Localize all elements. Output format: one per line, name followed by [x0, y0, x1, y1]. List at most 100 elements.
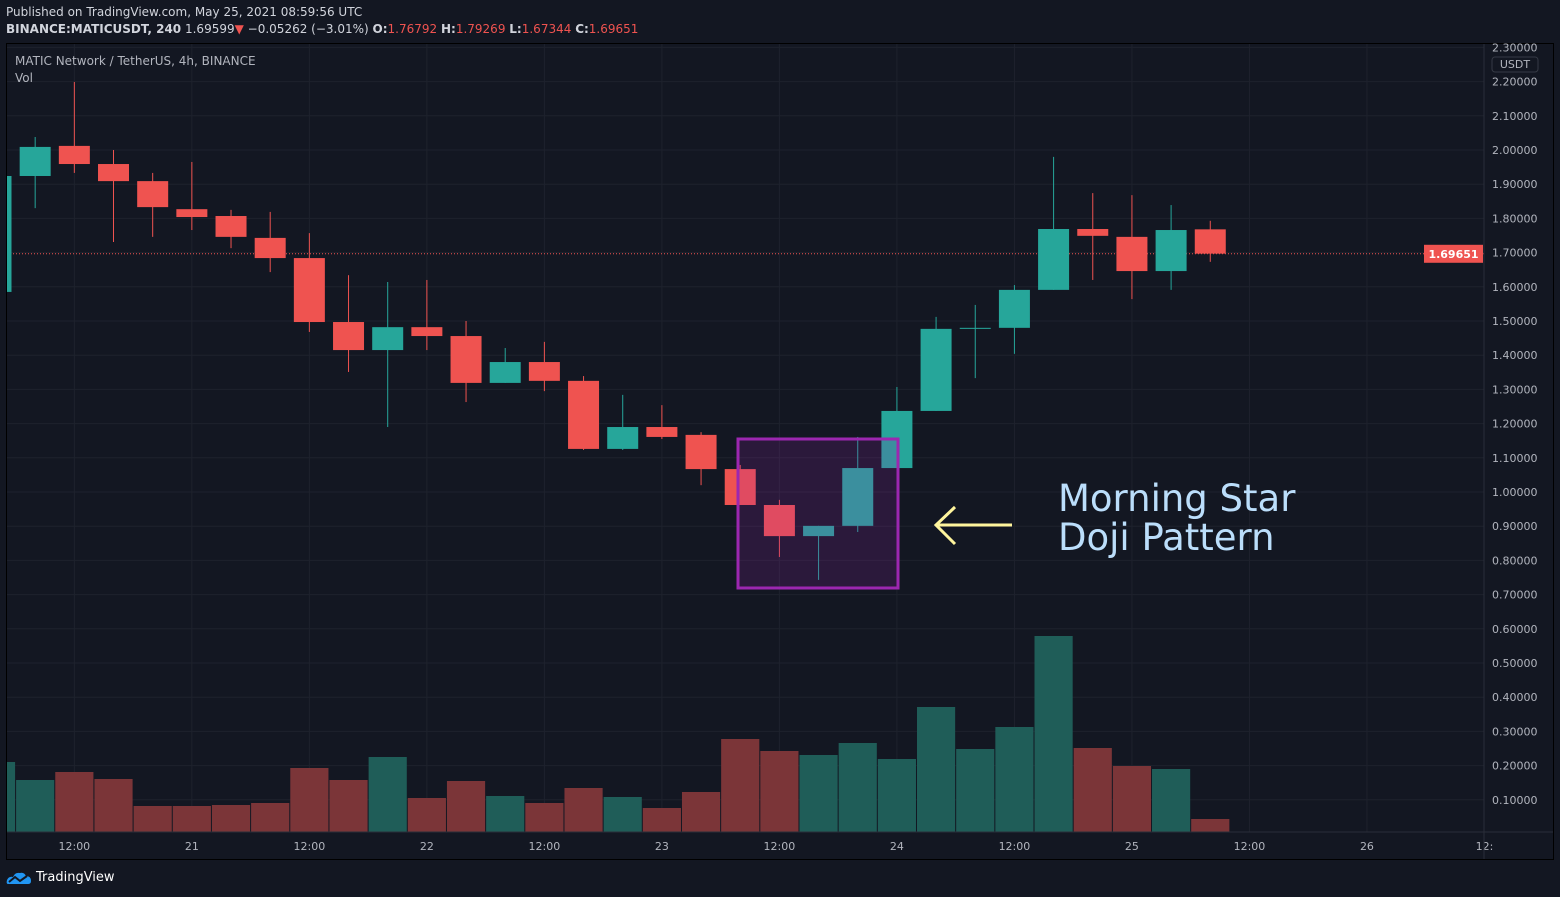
- volume-bar: [1152, 769, 1191, 832]
- x-tick-label: 12:00: [1234, 840, 1266, 853]
- high-value: 1.79269: [455, 22, 506, 36]
- candle-up: [489, 362, 521, 383]
- candle-down: [293, 258, 325, 323]
- candle-down: [528, 362, 560, 381]
- volume-bar: [94, 779, 133, 832]
- candle-up: [1038, 229, 1070, 290]
- candle-down: [176, 209, 208, 218]
- last-price-label: 1.69651: [1428, 248, 1478, 261]
- candle-down: [1077, 229, 1109, 236]
- currency-label: USDT: [1500, 58, 1531, 71]
- candle-down: [763, 504, 795, 537]
- open-value: 1.76792: [387, 22, 438, 36]
- volume-bar: [642, 808, 681, 832]
- candle-up: [998, 289, 1030, 328]
- y-tick-label: 2.20000: [1492, 76, 1538, 89]
- y-tick-label: 0.30000: [1492, 725, 1538, 738]
- volume-bar: [172, 806, 211, 832]
- chart-frame[interactable]: [6, 43, 1554, 860]
- y-tick-label: 1.40000: [1492, 349, 1538, 362]
- annotation-line-1: Morning Star: [1058, 477, 1296, 520]
- candle-up: [842, 468, 874, 526]
- y-tick-label: 2.10000: [1492, 110, 1538, 123]
- volume-bar: [251, 803, 290, 832]
- y-tick-label: 0.70000: [1492, 589, 1538, 602]
- x-tick-label: 12:00: [529, 840, 561, 853]
- x-tick-label: 22: [420, 840, 434, 853]
- arrow-left-icon: [933, 505, 1012, 546]
- candle-down: [333, 322, 365, 351]
- y-tick-label: 1.60000: [1492, 281, 1538, 294]
- candle-down: [411, 327, 443, 337]
- volume-bar: [956, 749, 995, 832]
- y-tick-label: 1.20000: [1492, 418, 1538, 431]
- volume-bar: [211, 805, 251, 832]
- chart-legend: MATIC Network / TetherUS, 4h, BINANCE Vo…: [15, 53, 256, 87]
- close-value: 1.69651: [588, 22, 639, 36]
- candle-up: [1155, 230, 1187, 272]
- last-price: 1.69599: [184, 22, 235, 36]
- volume-bar: [799, 755, 838, 832]
- candle-down: [137, 181, 169, 208]
- volume-bar: [603, 797, 642, 832]
- candle-down: [450, 336, 482, 383]
- candle-up: [607, 427, 639, 449]
- y-tick-label: 0.90000: [1492, 520, 1538, 533]
- x-tick-label: 24: [890, 840, 904, 853]
- candle-down: [646, 427, 678, 437]
- x-tick-label: 12:00: [294, 840, 326, 853]
- y-tick-label: 0.60000: [1492, 623, 1538, 636]
- candle-down: [58, 145, 90, 165]
- candle-down: [98, 164, 130, 182]
- tradingview-cloud-icon: [6, 872, 32, 884]
- published-line: Published on TradingView.com, May 25, 20…: [6, 5, 363, 19]
- y-tick-label: 2.00000: [1492, 144, 1538, 157]
- legend-title: MATIC Network / TetherUS, 4h, BINANCE: [15, 54, 256, 68]
- y-tick-label: 1.10000: [1492, 452, 1538, 465]
- volume-bar: [329, 780, 368, 832]
- x-tick-label: 26: [1360, 840, 1374, 853]
- volume-bar: [564, 788, 603, 832]
- y-tick-label: 1.90000: [1492, 178, 1538, 191]
- volume-bar: [916, 707, 956, 832]
- y-tick-label: 1.70000: [1492, 247, 1538, 260]
- volume-bar: [877, 759, 916, 832]
- x-tick-label: 23: [655, 840, 669, 853]
- x-tick-label: 21: [185, 840, 199, 853]
- volume-bar: [995, 727, 1034, 832]
- low-label: L:: [509, 22, 522, 36]
- volume-bar: [368, 757, 407, 832]
- x-tick-label: 25: [1125, 840, 1139, 853]
- candle-up: [959, 327, 991, 329]
- volume-bar: [681, 792, 721, 832]
- volume-bar: [16, 780, 55, 832]
- symbol: BINANCE:MATICUSDT, 240: [6, 22, 182, 36]
- footer-brand[interactable]: TradingView: [6, 870, 115, 885]
- y-tick-label: 0.50000: [1492, 657, 1538, 670]
- currency-badge: [1491, 56, 1539, 73]
- last-price-badge: [1424, 244, 1483, 263]
- volume-bar: [838, 743, 877, 832]
- candle-up: [7, 175, 12, 292]
- legend-volume: Vol: [15, 71, 33, 85]
- volume-bar: [486, 796, 525, 832]
- x-tick-label: 12:00: [58, 840, 90, 853]
- y-tick-label: 0.10000: [1492, 794, 1538, 807]
- highlight-box: [736, 437, 900, 590]
- low-value: 1.67344: [521, 22, 572, 36]
- candle-down: [254, 237, 286, 259]
- x-tick-label: 12:00: [999, 840, 1031, 853]
- x-tick-label: 12:00: [764, 840, 796, 853]
- change: −0.05262 (−3.01%): [247, 22, 369, 36]
- annotation-line-2: Doji Pattern: [1058, 516, 1275, 559]
- candle-down: [1194, 229, 1226, 254]
- ohlc-line: BINANCE:MATICUSDT, 240 1.69599▼ −0.05262…: [6, 22, 638, 36]
- volume-bar: [760, 751, 799, 832]
- y-tick-label: 1.00000: [1492, 486, 1538, 499]
- down-triangle-icon: ▼: [234, 22, 244, 36]
- y-tick-label: 0.40000: [1492, 691, 1538, 704]
- candle-down: [724, 469, 756, 505]
- close-label: C:: [575, 22, 589, 36]
- volume-bar: [55, 772, 94, 832]
